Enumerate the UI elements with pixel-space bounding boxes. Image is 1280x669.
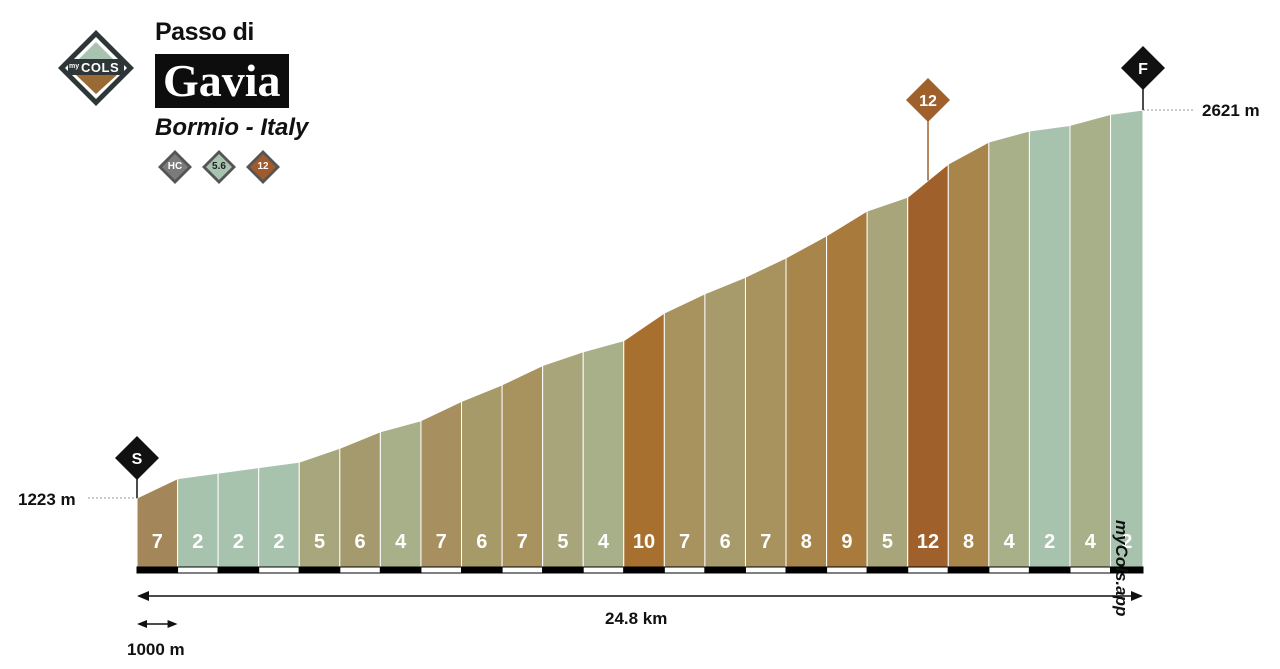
profile-markers: S F 12 [115, 46, 1165, 498]
distance-bar-tick [826, 566, 868, 574]
segment-gradient-label: 5 [314, 531, 325, 553]
distance-bar-tick [582, 566, 625, 574]
finish-marker-label: F [1138, 61, 1148, 78]
segment-gradient-label: 2 [233, 531, 244, 553]
distance-bar-tick [988, 566, 1030, 574]
distance-bar-tick [704, 566, 746, 574]
segment-gradient-label: 10 [633, 531, 655, 553]
max-gradient-marker-label: 12 [919, 93, 937, 110]
distance-bar-tick [420, 566, 463, 574]
profile-segment [866, 196, 909, 568]
arrowhead-right [1131, 591, 1143, 601]
distance-axis [88, 109, 1195, 628]
segment-gradient-label: 6 [355, 531, 366, 553]
distance-bar-tick [298, 566, 341, 574]
start-marker-label: S [132, 451, 143, 468]
segment-gradient-label: 4 [395, 531, 407, 553]
distance-bar-tick [1028, 566, 1071, 574]
distance-bar-tick [744, 566, 787, 574]
segment-gradient-label: 7 [152, 531, 163, 553]
distance-bar-tick [501, 566, 544, 574]
climb-location: Bormio - Italy [155, 114, 309, 141]
start-elevation-label: 1223 m [18, 490, 76, 509]
segment-gradient-label: 2 [1044, 531, 1055, 553]
segment-gradient-label: 12 [917, 531, 939, 553]
max-gradient-marker [906, 78, 951, 122]
arrowhead-left [137, 591, 149, 601]
average-gradient-badge: 5.6 [201, 149, 237, 185]
distance-bar-tick [907, 566, 949, 574]
climb-subtitle: Passo di [155, 18, 254, 46]
segment-gradient-label: 4 [1004, 531, 1016, 553]
average-gradient-badge-text: 5.6 [212, 161, 226, 172]
profile-segment [1028, 124, 1071, 568]
distance-bar-tick [663, 566, 706, 574]
segment-gradient-label: 9 [841, 531, 852, 553]
distance-bar-tick [623, 566, 665, 574]
distance-bar-tick [339, 566, 381, 574]
distance-bar-tick [379, 566, 422, 574]
segment-gradient-label: 2 [1121, 531, 1132, 553]
distance-bar-tick [542, 566, 584, 574]
profile-segment [1069, 113, 1112, 568]
distance-bar-tick [177, 566, 219, 574]
watermark: myCols.app [1112, 520, 1131, 617]
profile-segment [785, 234, 828, 568]
scale-label: 1000 m [127, 640, 185, 659]
segment-gradient-label: 5 [882, 531, 893, 553]
segment-gradient-label: 7 [436, 531, 447, 553]
segment-gradient-label: 5 [557, 531, 568, 553]
profile-segment [907, 163, 949, 568]
segment-gradient-label: 2 [273, 531, 284, 553]
segment-gradient-label: 7 [517, 531, 528, 553]
profile-segments: 7 2 2 2 5 6 4 7 6 7 5 4 10 7 6 7 8 9 5 12 8 4 2 4 2 [136, 109, 1144, 568]
profile-segment [744, 257, 787, 568]
category-badge: HC [157, 149, 193, 185]
profile-segment [988, 130, 1030, 568]
category-badge-text: HC [167, 161, 183, 172]
max-gradient-badge-text: 12 [257, 161, 269, 172]
distance-bar-tick [258, 566, 300, 574]
scale-arrowhead-left [137, 620, 147, 628]
segment-gradient-label: 6 [720, 531, 731, 553]
scale-arrowhead-right [167, 620, 178, 628]
distance-bar-tick [947, 566, 990, 574]
max-gradient-badge: 12 [245, 149, 281, 185]
profile-segment [826, 210, 868, 568]
distance-bar-tick [866, 566, 909, 574]
profile-segment [136, 477, 179, 568]
start-marker [115, 436, 159, 480]
segment-gradient-label: 6 [476, 531, 487, 553]
segment-gradient-label: 2 [192, 531, 203, 553]
total-distance-label: 24.8 km [605, 609, 668, 628]
segment-gradient-label: 8 [801, 531, 812, 553]
profile-segment [947, 141, 990, 568]
finish-marker [1121, 46, 1165, 90]
mycols-logo: my COLS [56, 28, 136, 108]
segment-gradient-label: 7 [760, 531, 771, 553]
distance-bar-tick [136, 566, 179, 574]
distance-bar-tick [461, 566, 503, 574]
profile-segment [1110, 109, 1144, 568]
segment-gradient-label: 7 [679, 531, 690, 553]
distance-bar-tick [1110, 566, 1144, 574]
segment-gradient-label: 4 [598, 531, 610, 553]
distance-bar-tick [785, 566, 828, 574]
profile-segment [623, 312, 665, 568]
climb-title: Gavia [155, 54, 289, 108]
logo-text: COLS [81, 60, 120, 75]
end-elevation-label: 2621 m [1202, 101, 1260, 120]
logo-small-text: my [69, 63, 80, 70]
distance-bar-tick [217, 566, 260, 574]
segment-gradient-label: 4 [1085, 531, 1097, 553]
segment-gradient-label: 8 [963, 531, 974, 553]
distance-bar-tick [1069, 566, 1112, 574]
profile-segment [704, 276, 746, 568]
profile-segment [663, 292, 706, 568]
